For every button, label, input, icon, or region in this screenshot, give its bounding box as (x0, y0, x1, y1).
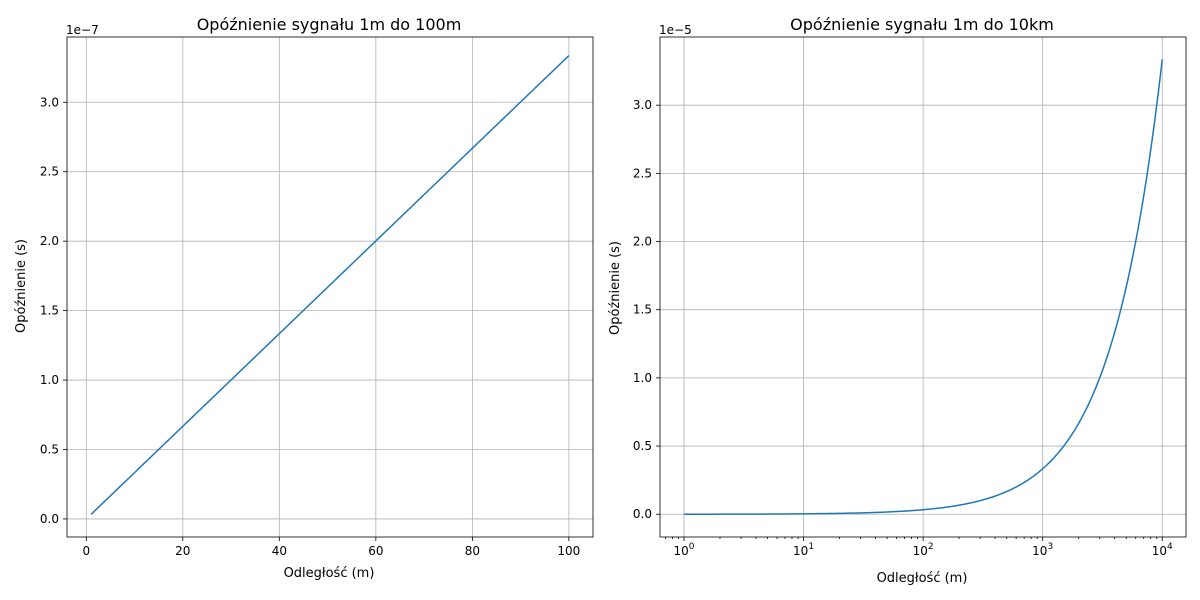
x-tick-label: 101 (793, 542, 814, 558)
grid-lines (660, 37, 1186, 537)
x-tick-label: 40 (272, 544, 287, 558)
plot-area (90, 55, 570, 515)
y-tick-label: 2.0 (633, 235, 652, 249)
axis-ticks: 0 20 40 60 80 100 0.0 0.5 1.0 1.5 2.0 2.5 3.0 (40, 95, 580, 558)
y-tick-label: 3.0 (40, 95, 59, 109)
y-tick-label: 0.0 (40, 512, 59, 526)
y-tick-label: 1.0 (633, 371, 652, 385)
chart-panel-right: Opóźnienie sygnału 1m do 10km 1e−5 Odleg… (608, 15, 1187, 586)
axes-frame (66, 36, 594, 538)
chart-title: Opóźnienie sygnału 1m do 100m (197, 15, 462, 34)
x-axis-label: Odległość (m) (877, 571, 968, 586)
x-tick-label: 60 (368, 544, 383, 558)
y-tick-label: 2.0 (40, 234, 59, 248)
x-tick-label: 104 (1152, 542, 1173, 558)
x-tick-label: 100 (557, 544, 580, 558)
plot-area (683, 59, 1163, 515)
x-axis-label: Odległość (m) (284, 566, 375, 581)
y-tick-label: 1.5 (633, 303, 652, 317)
x-tick-label: 102 (913, 542, 934, 558)
axis-ticks: 100 101 102 103 104 0.0 0.5 1.0 1.5 2.0 2.5 3.0 (633, 98, 1173, 558)
offset-label: 1e−7 (66, 23, 99, 37)
y-tick-label: 0.5 (633, 439, 652, 453)
y-tick-label: 0.0 (633, 507, 652, 521)
x-tick-label: 80 (465, 544, 480, 558)
y-tick-label: 1.5 (40, 304, 59, 318)
y-axis-label: Opóźnienie (s) (608, 241, 623, 335)
y-axis-label: Opóźnienie (s) (14, 239, 29, 333)
y-tick-label: 3.0 (633, 98, 652, 112)
grid-lines (67, 37, 593, 537)
series-line (683, 59, 1163, 515)
y-tick-label: 2.5 (633, 166, 652, 180)
y-tick-label: 0.5 (40, 443, 59, 457)
y-tick-label: 1.0 (40, 373, 59, 387)
y-tick-label: 2.5 (40, 165, 59, 179)
chart-panel-left: Opóźnienie sygnału 1m do 100m 1e−7 Odleg… (14, 15, 594, 581)
x-tick-label: 0 (82, 544, 90, 558)
chart-title: Opóźnienie sygnału 1m do 10km (790, 15, 1054, 34)
x-tick-label: 20 (175, 544, 190, 558)
x-tick-label: 100 (673, 542, 694, 558)
series-line (90, 55, 570, 515)
offset-label: 1e−5 (659, 23, 692, 37)
x-tick-label: 103 (1032, 542, 1053, 558)
